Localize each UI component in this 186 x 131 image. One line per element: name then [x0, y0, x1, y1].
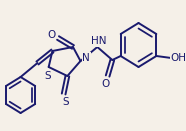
Text: S: S: [44, 71, 51, 81]
Text: N: N: [82, 53, 90, 63]
Text: O: O: [47, 30, 56, 40]
Text: HN: HN: [92, 36, 107, 46]
Text: OH: OH: [171, 53, 186, 63]
Text: O: O: [102, 79, 110, 89]
Text: S: S: [62, 97, 69, 107]
